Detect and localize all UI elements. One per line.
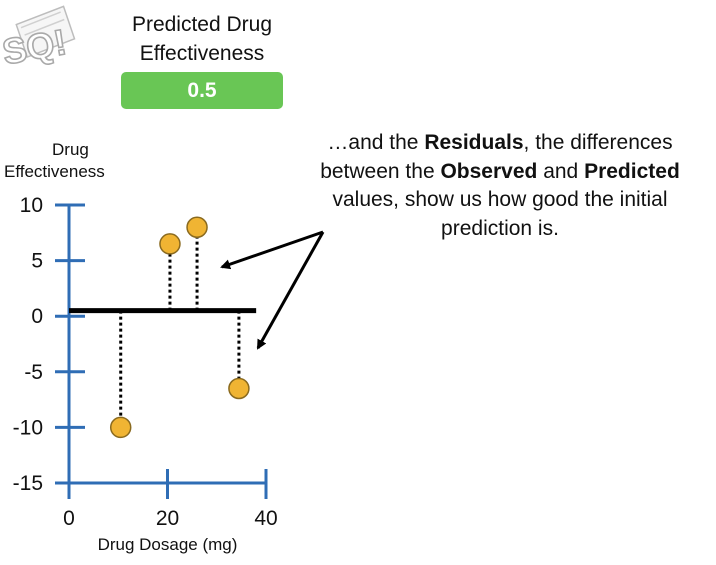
y-tick-label: 0 <box>31 305 43 328</box>
caption-text-4: values, show us how good the initial pre… <box>332 188 668 240</box>
caption-observed: Observed <box>440 159 538 183</box>
y-tick-label: -15 <box>13 472 43 495</box>
residuals-caption: …and the Residuals, the differences betw… <box>286 129 714 243</box>
x-axis-title: Drug Dosage (mg) <box>98 535 238 554</box>
arrow-to-positive-residuals <box>220 230 324 270</box>
y-tick-label: -10 <box>13 416 43 439</box>
x-tick-label: 20 <box>156 507 179 530</box>
pointer-arrows <box>220 230 325 350</box>
caption-text-3: and <box>537 159 585 183</box>
arrow-to-negative-residuals <box>256 231 325 350</box>
y-tick-label: -5 <box>24 361 43 384</box>
caption-residuals: Residuals <box>424 131 524 154</box>
y-axis-title-line1: Drug <box>52 140 89 159</box>
y-tick-label: 10 <box>20 194 43 217</box>
y-tick-label: 5 <box>31 250 43 273</box>
prediction-value-badge: 0.5 <box>121 72 283 109</box>
caption-text-1: …and the <box>327 131 425 154</box>
y-axis-title: Drug Effectiveness <box>4 139 144 183</box>
prediction-title-line1: Predicted Drug <box>131 13 273 36</box>
statquest-logo-icon: SQ! <box>0 5 76 73</box>
x-tick-label: 40 <box>254 507 277 530</box>
y-axis-title-line2: Effectiveness <box>4 162 105 181</box>
logo-text: SQ! <box>0 21 69 72</box>
data-point <box>109 416 132 439</box>
data-point <box>159 233 181 255</box>
caption-text-2: , the differences between the <box>320 131 673 183</box>
prediction-title-line2: Effectiveness <box>139 42 265 65</box>
caption-predicted: Predicted <box>584 159 680 183</box>
data-point <box>186 216 208 238</box>
x-tick-label: 0 <box>63 507 75 530</box>
data-point <box>228 377 250 400</box>
prediction-title: Predicted Drug Effectiveness <box>92 10 312 68</box>
